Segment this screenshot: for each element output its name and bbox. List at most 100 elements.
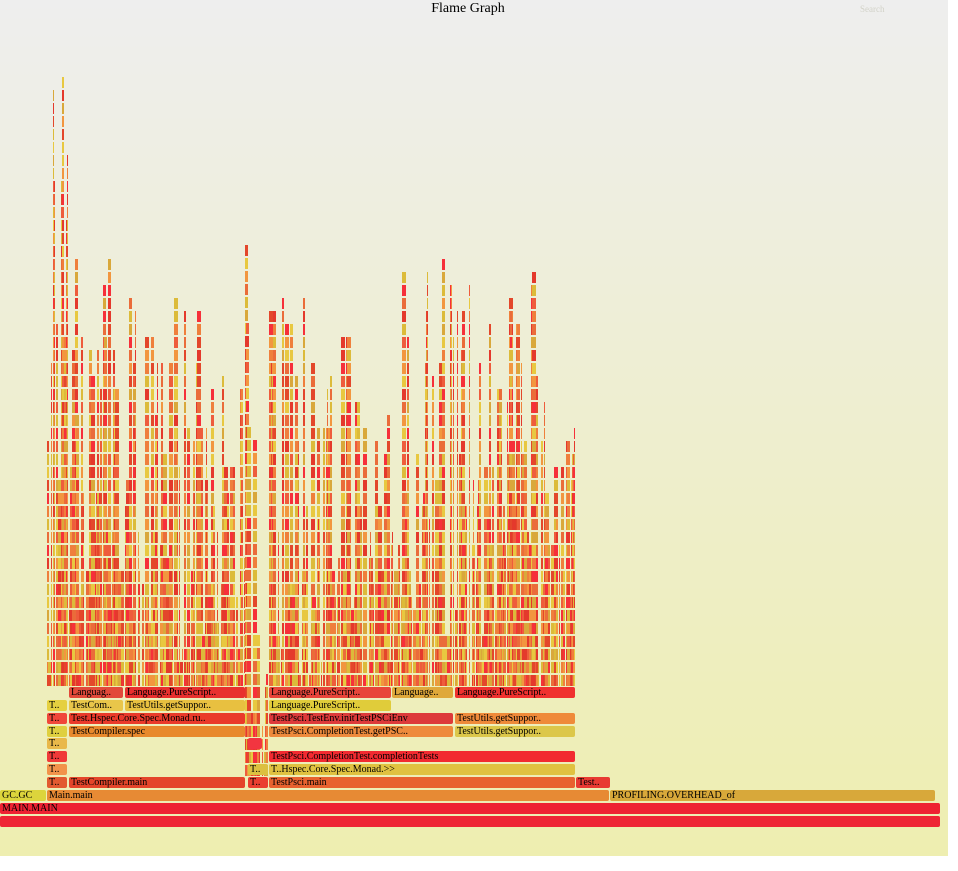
stack-sliver	[245, 271, 248, 282]
stack-sliver	[161, 376, 163, 387]
stack-sliver	[357, 506, 360, 517]
stack-sliver	[413, 623, 417, 634]
stack-sliver	[363, 623, 367, 634]
frame[interactable]: Language.PureScript..	[125, 687, 245, 698]
stack-sliver	[197, 467, 201, 478]
frame[interactable]: Language..	[392, 687, 453, 698]
stack-sliver	[62, 207, 64, 218]
stack-sliver	[507, 558, 508, 569]
stack-sliver	[169, 480, 173, 491]
stack-sliver	[54, 181, 55, 192]
stack-sliver	[112, 532, 113, 543]
stack-sliver	[271, 558, 272, 569]
stack-sliver	[133, 545, 135, 556]
stack-sliver	[51, 363, 52, 374]
stack-sliver	[450, 493, 451, 504]
stack-sliver	[146, 584, 148, 595]
frame[interactable]: TestUtils.getSuppor..	[125, 700, 245, 711]
stack-sliver	[169, 649, 173, 660]
frame[interactable]: GC.GC	[0, 790, 46, 801]
frame[interactable]: TestUtils.getSuppor..	[455, 713, 575, 724]
stack-sliver	[151, 350, 154, 361]
frame[interactable]	[0, 816, 940, 827]
stack-sliver	[151, 571, 154, 582]
stack-sliver	[357, 415, 360, 426]
stack-sliver	[311, 415, 315, 426]
stack-sliver	[457, 662, 458, 673]
stack-sliver	[91, 584, 95, 595]
stack-sliver	[282, 402, 284, 413]
frame[interactable]: Languag..	[69, 687, 123, 698]
stack-sliver	[450, 480, 451, 491]
frame[interactable]: Language.PureScript..	[455, 687, 575, 698]
frame[interactable]: Test.Hspec.Core.Spec.Monad.ru..	[69, 713, 245, 724]
stack-sliver	[240, 415, 241, 426]
frame[interactable]: TestPsci.main	[269, 777, 575, 788]
stack-sliver	[469, 506, 470, 517]
stack-sliver	[497, 675, 499, 686]
frame[interactable]: T..	[248, 764, 268, 775]
stack-sliver	[129, 597, 132, 608]
stack-sliver	[306, 519, 308, 530]
frame[interactable]: T..	[47, 726, 67, 737]
frame[interactable]: T..	[248, 777, 268, 788]
stack-sliver	[244, 636, 245, 647]
stack-sliver	[492, 558, 494, 569]
frame[interactable]: T..	[47, 777, 67, 788]
stack-sliver	[100, 662, 102, 673]
stack-sliver	[273, 636, 276, 647]
stack-sliver	[222, 519, 224, 530]
stack-sliver	[573, 493, 574, 504]
stack-sliver	[332, 610, 335, 621]
stack-sliver	[489, 519, 491, 530]
frame[interactable]	[248, 738, 262, 749]
stack-sliver	[211, 389, 214, 400]
stack-sliver	[72, 454, 76, 465]
stack-sliver	[462, 467, 465, 478]
frame[interactable]: T..	[47, 764, 67, 775]
frame[interactable]: Language.PureScript..	[269, 687, 391, 698]
frame[interactable]: T..	[47, 700, 67, 711]
stack-sliver	[273, 545, 276, 556]
stack-sliver	[211, 519, 214, 530]
stack-sliver	[429, 610, 430, 621]
stack-sliver	[479, 467, 481, 478]
stack-sliver	[151, 597, 154, 608]
stack-sliver	[138, 636, 139, 647]
stack-sliver	[54, 480, 55, 491]
frame[interactable]: T..	[47, 738, 67, 749]
stack-sliver	[556, 584, 558, 595]
stack-sliver	[51, 584, 52, 595]
stack-sliver	[53, 480, 54, 491]
stack-sliver	[573, 584, 574, 595]
frame[interactable]: TestPsci.TestEnv.initTestPSCiEnv	[269, 713, 453, 724]
frame[interactable]: TestPsci.CompletionTest.completionTests	[269, 751, 575, 762]
frame[interactable]: TestCompiler.spec	[69, 726, 245, 737]
frame[interactable]: TestPsci.CompletionTest.getPSC..	[269, 726, 453, 737]
stack-sliver	[556, 558, 558, 569]
stack-sliver	[435, 493, 439, 504]
frame[interactable]: Language.PureScript..	[269, 700, 391, 711]
stack-sliver	[76, 623, 79, 634]
stack-sliver	[450, 441, 451, 452]
frame[interactable]: TestUtils.getSuppor..	[455, 726, 575, 737]
frame[interactable]: T..Hspec.Core.Spec.Monad.>>	[269, 764, 575, 775]
frame[interactable]: PROFILING.OVERHEAD_of	[610, 790, 935, 801]
frame[interactable]: TestCom..	[69, 700, 123, 711]
stack-sliver	[51, 389, 52, 400]
frame[interactable]: TestCompiler.main	[69, 777, 245, 788]
stack-sliver	[507, 441, 508, 452]
stack-sliver	[363, 610, 367, 621]
frame[interactable]: Test..	[576, 777, 610, 788]
stack-sliver	[153, 584, 155, 595]
frame[interactable]: T..	[47, 751, 67, 762]
frame[interactable]: T..	[47, 713, 67, 724]
stack-sliver	[133, 675, 135, 686]
stack-sliver	[570, 675, 571, 686]
stack-sliver	[517, 545, 520, 556]
frame[interactable]: MAIN.MAIN	[0, 803, 940, 814]
stack-sliver	[285, 350, 289, 361]
search-button[interactable]: Search	[860, 4, 885, 14]
stack-sliver	[450, 506, 451, 517]
frame[interactable]: Main.main	[47, 790, 609, 801]
